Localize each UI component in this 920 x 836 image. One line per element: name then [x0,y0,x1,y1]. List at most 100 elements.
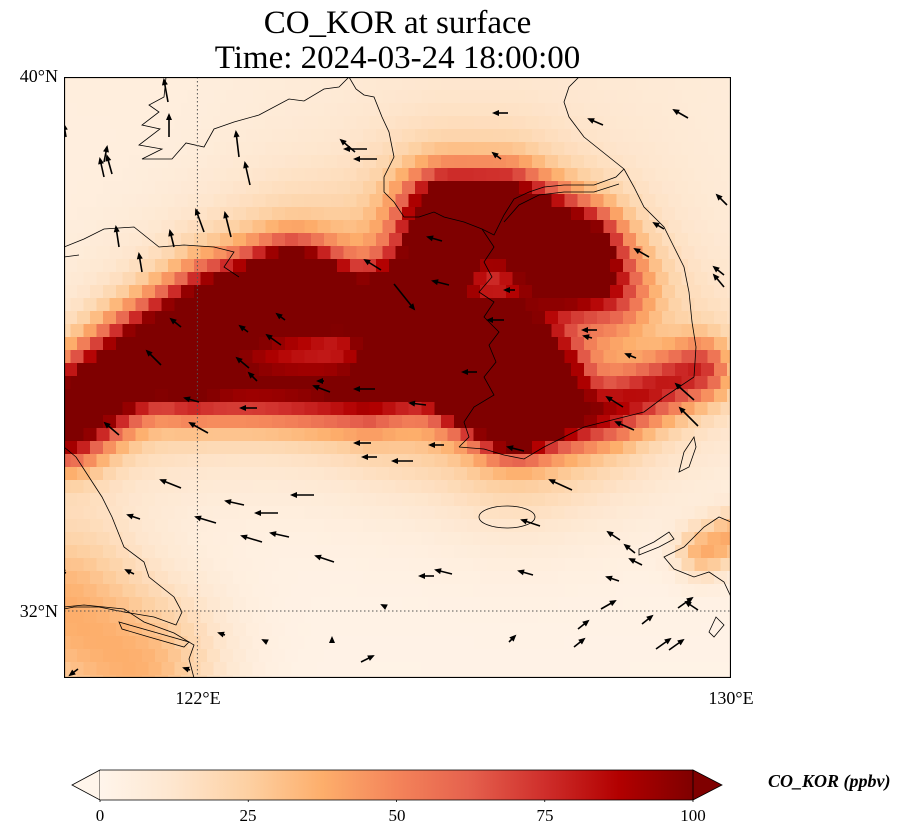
heatmap-cell [707,454,722,468]
heatmap-cell [174,194,189,208]
heatmap-cell [330,610,345,624]
heatmap-cell [343,662,358,676]
heatmap-cell [519,493,533,507]
heatmap-cell [421,246,436,260]
heatmap-cell [285,467,299,481]
heatmap-cell [350,649,364,663]
heatmap-cell [70,324,85,338]
heatmap-cell [330,428,345,442]
heatmap-cell [161,610,176,624]
heatmap-cell [90,311,104,325]
heatmap-cell [454,649,468,663]
heatmap-cell [103,233,117,247]
heatmap-cell [597,311,611,325]
heatmap-cell [168,155,182,169]
heatmap-cell [109,298,124,312]
coastlines [64,77,731,678]
heatmap-cell [415,415,429,429]
heatmap-cell [187,428,202,442]
heatmap-cell [226,194,241,208]
heatmap-cell [291,636,306,650]
heatmap-cell [564,220,579,234]
heatmap-cell [610,441,624,455]
heatmap-cell [376,415,390,429]
heatmap-cell [519,259,533,273]
heatmap-cell [109,480,124,494]
heatmap-cell [506,77,520,91]
heatmap-cell [649,207,663,221]
heatmap-cell [213,584,228,598]
heatmap-cell [291,142,306,156]
heatmap-cell [389,285,403,299]
heatmap-cell [558,519,572,533]
wind-arrow [506,445,525,452]
heatmap-cell [382,610,397,624]
heatmap-cell [174,532,189,546]
heatmap-cell [174,168,189,182]
heatmap-cell [512,480,527,494]
heatmap-cell [278,480,293,494]
heatmap-cell [77,545,91,559]
heatmap-cell [636,597,650,611]
heatmap-cell [668,350,683,364]
heatmap-cell [460,428,475,442]
heatmap-cell [447,116,462,130]
heatmap-cell [441,77,455,91]
heatmap-cell [116,77,130,91]
heatmap-cell [681,532,696,546]
heatmap-cell [200,168,215,182]
wind-arrow [353,440,371,446]
heatmap-cell [421,272,436,286]
heatmap-cell [590,246,605,260]
heatmap-cell [447,376,462,390]
heatmap-cell [64,454,72,468]
wind-arrow [712,265,725,276]
heatmap-cell [291,376,306,390]
wind-arrow [217,631,226,638]
heatmap-cell [467,77,481,91]
heatmap-cell [272,441,286,455]
heatmap-cell [77,311,91,325]
heatmap-cell [577,116,592,130]
heatmap-cell [239,168,254,182]
heatmap-cell [317,610,332,624]
heatmap-cell [460,194,475,208]
heatmap-cell [499,662,514,676]
heatmap-cell [642,194,657,208]
heatmap-cell [545,493,559,507]
heatmap-cell [148,246,163,260]
heatmap-cell [278,350,293,364]
heatmap-cell [233,597,247,611]
heatmap-cell [597,155,611,169]
heatmap-cell [70,610,85,624]
heatmap-cell [493,77,507,91]
wind-arrow [145,349,162,366]
heatmap-cell [194,363,208,377]
heatmap-cell [233,571,247,585]
heatmap-cell [473,610,488,624]
heatmap-cell [434,532,449,546]
heatmap-cell [623,415,637,429]
heatmap-cell [246,675,260,678]
heatmap-cell [83,90,98,104]
wind-arrow [188,422,209,434]
heatmap-cell [454,571,468,585]
heatmap-cell [402,337,416,351]
heatmap-cell [727,467,731,481]
heatmap-cell [181,649,195,663]
heatmap-cell [226,636,241,650]
heatmap-cell [434,194,449,208]
heatmap-cell [200,272,215,286]
heatmap-cell [662,415,676,429]
heatmap-cell [649,545,663,559]
heatmap-cell [272,129,286,143]
heatmap-cell [285,129,299,143]
heatmap-cell [142,155,156,169]
heatmap-cell [376,597,390,611]
wind-arrow [247,371,258,382]
heatmap-cell [610,311,624,325]
heatmap-cell [343,428,358,442]
heatmap-cell [83,168,98,182]
heatmap-cell [64,259,78,273]
heatmap-cell [499,636,514,650]
